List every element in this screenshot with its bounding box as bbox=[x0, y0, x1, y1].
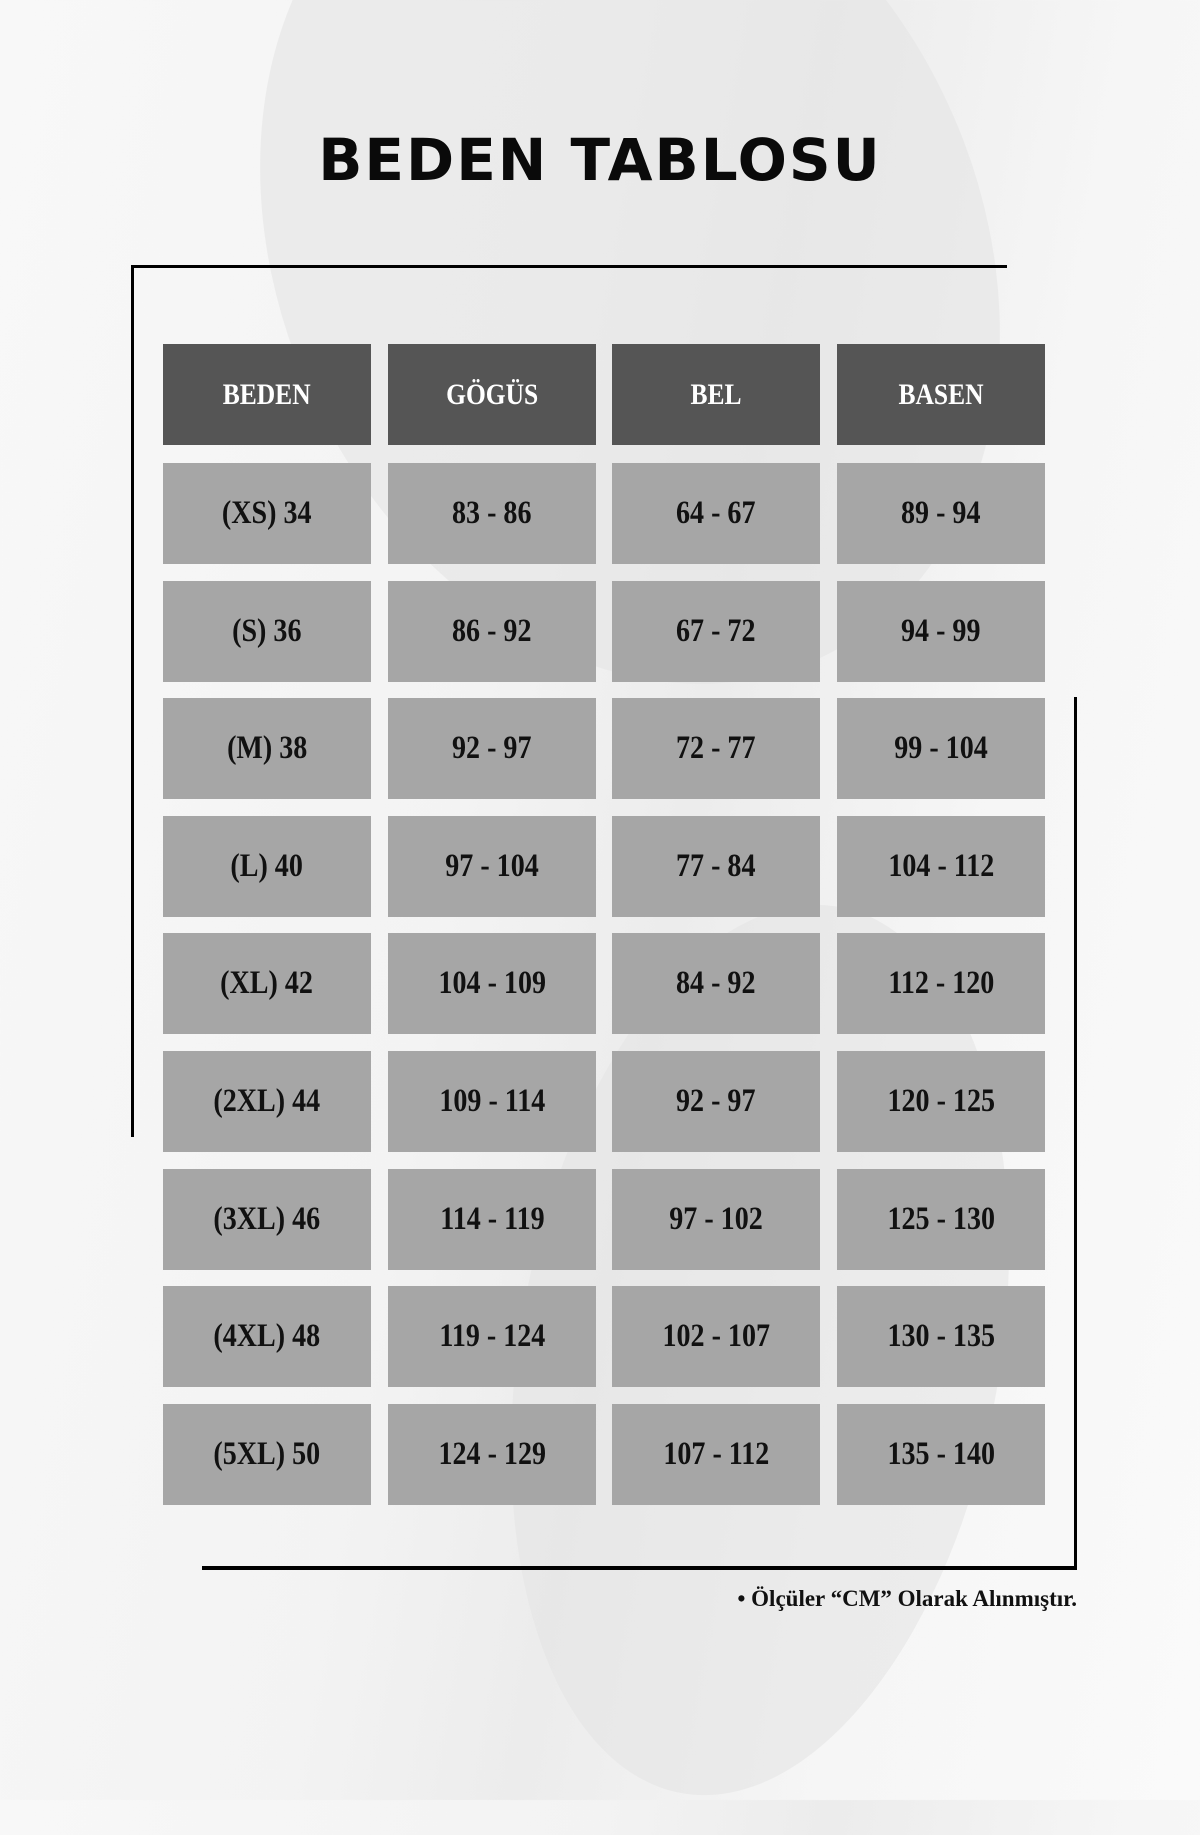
cell-beden: (3XL) 46 bbox=[163, 1168, 371, 1270]
cell-text: 92 - 97 bbox=[676, 1083, 756, 1119]
cell-beden: (XL) 42 bbox=[163, 933, 371, 1035]
cell-text: (M) 38 bbox=[226, 730, 308, 767]
cell-basen: 99 - 104 bbox=[837, 698, 1045, 800]
cell-text: 83 - 86 bbox=[452, 495, 532, 531]
cell-text: 67 - 72 bbox=[676, 612, 756, 649]
cell-beden: (M) 38 bbox=[163, 698, 371, 800]
header-basen: BASEN bbox=[837, 344, 1045, 445]
cell-text: 124 - 129 bbox=[438, 1435, 546, 1472]
cell-basen: 125 - 130 bbox=[837, 1168, 1045, 1270]
cell-text: GÖGÜS bbox=[445, 377, 539, 411]
cell-basen: 135 - 140 bbox=[837, 1403, 1045, 1505]
cell-text: (3XL) 46 bbox=[213, 1200, 321, 1237]
cell-text: 120 - 125 bbox=[887, 1083, 995, 1119]
cell-basen: 89 - 94 bbox=[837, 463, 1045, 564]
cell-text: 104 - 112 bbox=[888, 847, 994, 884]
cell-gogus: 119 - 124 bbox=[388, 1286, 596, 1388]
cell-beden: (L) 40 bbox=[163, 815, 371, 917]
cell-text: 97 - 102 bbox=[669, 1200, 763, 1237]
cell-text: (S) 36 bbox=[232, 612, 302, 649]
cell-text: (2XL) 44 bbox=[213, 1083, 321, 1119]
cell-text: 77 - 84 bbox=[676, 847, 756, 884]
cell-beden: (S) 36 bbox=[163, 580, 371, 682]
cell-text: 86 - 92 bbox=[452, 612, 532, 649]
cell-text: 114 - 119 bbox=[439, 1200, 545, 1237]
cell-text: BEL bbox=[690, 377, 742, 411]
frame-top-line bbox=[134, 265, 1007, 268]
cell-text: 107 - 112 bbox=[663, 1435, 769, 1472]
cell-text: 72 - 77 bbox=[676, 730, 756, 767]
cell-bel: 72 - 77 bbox=[612, 698, 820, 800]
cell-text: 104 - 109 bbox=[438, 965, 546, 1002]
cell-basen: 112 - 120 bbox=[837, 933, 1045, 1035]
cell-basen: 104 - 112 bbox=[837, 815, 1045, 917]
cell-bel: 97 - 102 bbox=[612, 1168, 820, 1270]
cell-beden: (XS) 34 bbox=[163, 463, 371, 564]
frame-left-line bbox=[131, 265, 134, 1137]
cell-text: (L) 40 bbox=[230, 847, 304, 884]
cell-text: 135 - 140 bbox=[887, 1435, 995, 1472]
frame-bottom-line bbox=[202, 1566, 1077, 1570]
cell-text: 64 - 67 bbox=[676, 495, 756, 531]
measurement-note: • Ölçüler “CM” Olarak Alınmıştır. bbox=[737, 1586, 1077, 1611]
cell-text: 97 - 104 bbox=[445, 847, 539, 884]
cell-gogus: 92 - 97 bbox=[388, 698, 596, 800]
cell-text: (XL) 42 bbox=[220, 965, 314, 1002]
cell-text: 92 - 97 bbox=[452, 730, 532, 767]
cell-bel: 107 - 112 bbox=[612, 1403, 820, 1505]
cell-basen: 120 - 125 bbox=[837, 1051, 1045, 1152]
header-beden: BEDEN bbox=[163, 344, 371, 445]
cell-text: 84 - 92 bbox=[676, 965, 756, 1002]
header-gogus: GÖGÜS bbox=[388, 344, 596, 445]
cell-beden: (5XL) 50 bbox=[163, 1403, 371, 1505]
cell-text: (5XL) 50 bbox=[213, 1435, 321, 1472]
cell-text: (XS) 34 bbox=[222, 495, 312, 531]
cell-text: 125 - 130 bbox=[887, 1200, 995, 1237]
cell-text: (4XL) 48 bbox=[213, 1318, 321, 1355]
cell-gogus: 114 - 119 bbox=[388, 1168, 596, 1270]
frame-right-line bbox=[1074, 697, 1077, 1570]
cell-bel: 67 - 72 bbox=[612, 580, 820, 682]
cell-gogus: 83 - 86 bbox=[388, 463, 596, 564]
cell-bel: 77 - 84 bbox=[612, 815, 820, 917]
cell-basen: 130 - 135 bbox=[837, 1286, 1045, 1388]
cell-beden: (2XL) 44 bbox=[163, 1051, 371, 1152]
cell-text: 89 - 94 bbox=[901, 495, 981, 531]
cell-text: 99 - 104 bbox=[894, 730, 988, 767]
cell-text: 109 - 114 bbox=[439, 1083, 545, 1119]
page-title: BEDEN TABLOSU bbox=[318, 126, 882, 194]
cell-beden: (4XL) 48 bbox=[163, 1286, 371, 1388]
cell-bel: 84 - 92 bbox=[612, 933, 820, 1035]
cell-gogus: 97 - 104 bbox=[388, 815, 596, 917]
cell-bel: 92 - 97 bbox=[612, 1051, 820, 1152]
cell-gogus: 104 - 109 bbox=[388, 933, 596, 1035]
cell-text: 94 - 99 bbox=[901, 612, 981, 649]
cell-bel: 64 - 67 bbox=[612, 463, 820, 564]
cell-text: BASEN bbox=[898, 377, 984, 411]
cell-text: 119 - 124 bbox=[439, 1318, 545, 1355]
cell-text: BEDEN bbox=[223, 377, 311, 411]
cell-text: 112 - 120 bbox=[888, 965, 994, 1002]
cell-gogus: 124 - 129 bbox=[388, 1403, 596, 1505]
header-bel: BEL bbox=[612, 344, 820, 445]
cell-gogus: 109 - 114 bbox=[388, 1051, 596, 1152]
cell-bel: 102 - 107 bbox=[612, 1286, 820, 1388]
cell-gogus: 86 - 92 bbox=[388, 580, 596, 682]
cell-basen: 94 - 99 bbox=[837, 580, 1045, 682]
cell-text: 130 - 135 bbox=[887, 1318, 995, 1355]
cell-text: 102 - 107 bbox=[662, 1318, 770, 1355]
